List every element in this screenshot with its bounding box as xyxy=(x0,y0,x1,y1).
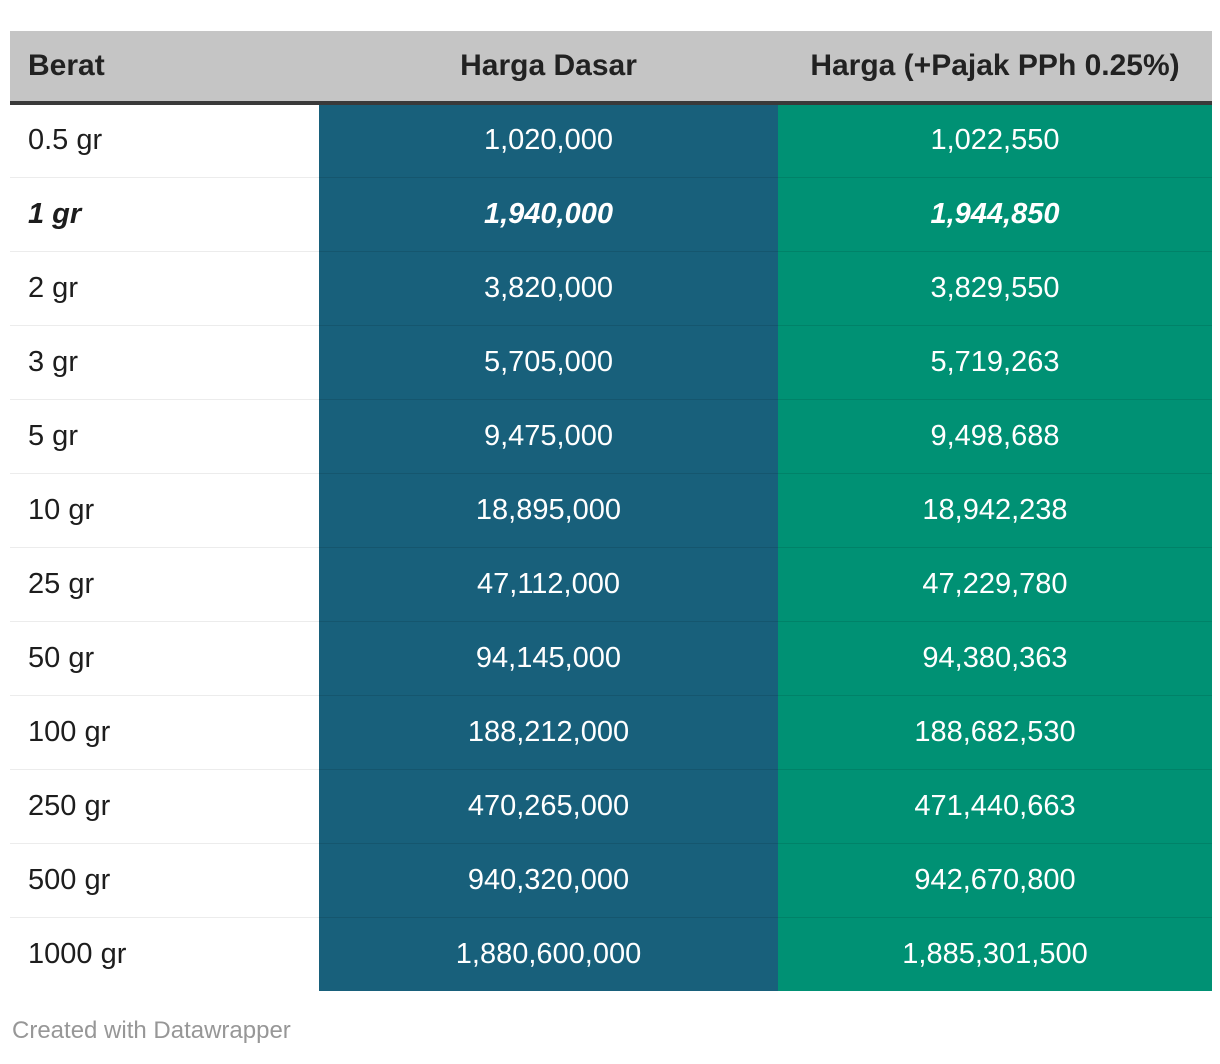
cell-harga-dasar: 9,475,000 xyxy=(319,399,778,474)
cell-harga-pajak: 18,942,238 xyxy=(778,473,1212,548)
cell-berat: 2 gr xyxy=(10,251,319,326)
table-row: 250 gr 470,265,000 471,440,663 xyxy=(10,769,1212,844)
cell-berat: 1000 gr xyxy=(10,917,319,991)
cell-berat: 500 gr xyxy=(10,843,319,918)
table-row: 100 gr 188,212,000 188,682,530 xyxy=(10,695,1212,770)
cell-harga-pajak: 9,498,688 xyxy=(778,399,1212,474)
cell-berat: 100 gr xyxy=(10,695,319,770)
cell-harga-pajak: 1,885,301,500 xyxy=(778,917,1212,991)
table-row: 1000 gr 1,880,600,000 1,885,301,500 xyxy=(10,917,1212,991)
cell-berat: 25 gr xyxy=(10,547,319,622)
cell-berat: 50 gr xyxy=(10,621,319,696)
cell-berat: 1 gr xyxy=(10,177,319,252)
table-row: 5 gr 9,475,000 9,498,688 xyxy=(10,399,1212,474)
attribution-text: Created with Datawrapper xyxy=(12,1017,291,1044)
cell-harga-pajak: 47,229,780 xyxy=(778,547,1212,622)
table-row: 50 gr 94,145,000 94,380,363 xyxy=(10,621,1212,696)
cell-berat: 0.5 gr xyxy=(10,103,319,178)
cell-harga-pajak: 1,022,550 xyxy=(778,103,1212,178)
cell-harga-dasar: 1,020,000 xyxy=(319,103,778,178)
cell-harga-dasar: 1,880,600,000 xyxy=(319,917,778,991)
cell-harga-pajak: 5,719,263 xyxy=(778,325,1212,400)
table-row: 0.5 gr 1,020,000 1,022,550 xyxy=(10,103,1212,178)
cell-harga-dasar: 5,705,000 xyxy=(319,325,778,400)
header-row: Berat Harga Dasar Harga (+Pajak PPh 0.25… xyxy=(10,31,1212,105)
cell-harga-dasar: 1,940,000 xyxy=(319,177,778,252)
cell-harga-pajak: 1,944,850 xyxy=(778,177,1212,252)
cell-harga-dasar: 940,320,000 xyxy=(319,843,778,918)
cell-harga-pajak: 3,829,550 xyxy=(778,251,1212,326)
col-header-harga-pajak: Harga (+Pajak PPh 0.25%) xyxy=(778,31,1212,105)
cell-harga-pajak: 94,380,363 xyxy=(778,621,1212,696)
cell-berat: 10 gr xyxy=(10,473,319,548)
cell-berat: 3 gr xyxy=(10,325,319,400)
cell-harga-pajak: 942,670,800 xyxy=(778,843,1212,918)
gold-price-table: Berat Harga Dasar Harga (+Pajak PPh 0.25… xyxy=(10,31,1212,991)
cell-berat: 5 gr xyxy=(10,399,319,474)
cell-harga-dasar: 47,112,000 xyxy=(319,547,778,622)
col-header-berat: Berat xyxy=(10,31,319,105)
cell-harga-pajak: 471,440,663 xyxy=(778,769,1212,844)
cell-harga-dasar: 188,212,000 xyxy=(319,695,778,770)
cell-harga-dasar: 470,265,000 xyxy=(319,769,778,844)
cell-harga-dasar: 18,895,000 xyxy=(319,473,778,548)
table-row: 3 gr 5,705,000 5,719,263 xyxy=(10,325,1212,400)
table-row: 2 gr 3,820,000 3,829,550 xyxy=(10,251,1212,326)
cell-harga-pajak: 188,682,530 xyxy=(778,695,1212,770)
table-row-highlighted: 1 gr 1,940,000 1,944,850 xyxy=(10,177,1212,252)
table-row: 10 gr 18,895,000 18,942,238 xyxy=(10,473,1212,548)
col-header-harga-dasar: Harga Dasar xyxy=(319,31,778,105)
cell-harga-dasar: 94,145,000 xyxy=(319,621,778,696)
cell-harga-dasar: 3,820,000 xyxy=(319,251,778,326)
cell-berat: 250 gr xyxy=(10,769,319,844)
table-row: 500 gr 940,320,000 942,670,800 xyxy=(10,843,1212,918)
table-row: 25 gr 47,112,000 47,229,780 xyxy=(10,547,1212,622)
